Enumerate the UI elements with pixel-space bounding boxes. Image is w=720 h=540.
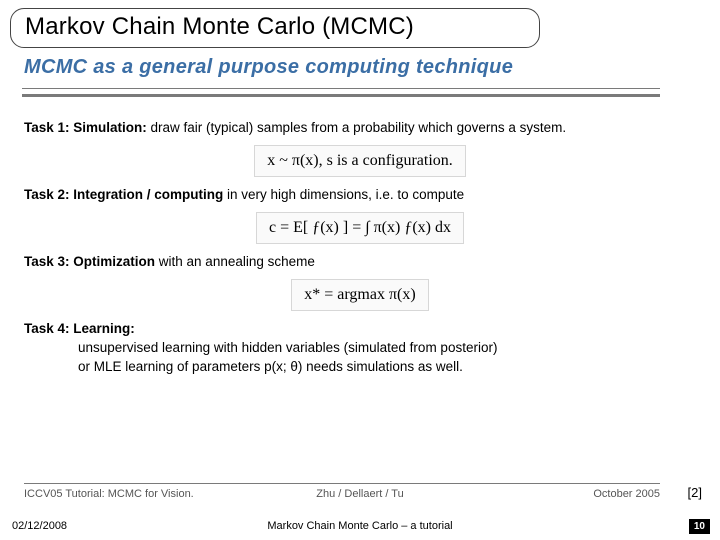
task3-label: Task 3: Optimization <box>24 254 155 269</box>
footer-page: 10 <box>689 519 710 534</box>
slide-title: Markov Chain Monte Carlo (MCMC) <box>25 13 525 41</box>
citation-mid: Zhu / Dellaert / Tu <box>316 488 403 500</box>
task4-label: Task 4: Learning: <box>24 321 135 336</box>
divider-thin <box>22 88 660 89</box>
subtitle: MCMC as a general purpose computing tech… <box>24 56 696 79</box>
formula3-wrap: x* = argmax π(x) <box>24 279 696 311</box>
formula2-wrap: c = E[ ƒ(x) ] = ∫ π(x) ƒ(x) dx <box>24 212 696 244</box>
task2-desc: in very high dimensions, i.e. to compute <box>223 187 464 202</box>
formula3: x* = argmax π(x) <box>291 279 428 311</box>
task3: Task 3: Optimization with an annealing s… <box>24 254 696 269</box>
task1-label: Task 1: Simulation: <box>24 120 147 135</box>
citation-left: ICCV05 Tutorial: MCMC for Vision. <box>24 488 194 500</box>
subtitle-wrap: MCMC as a general purpose computing tech… <box>24 56 696 79</box>
citation-right: October 2005 <box>593 488 660 500</box>
footer-date: 02/12/2008 <box>12 520 67 532</box>
divider-thick <box>22 94 660 97</box>
task4: Task 4: Learning: <box>24 321 696 336</box>
task2: Task 2: Integration / computing in very … <box>24 187 696 202</box>
title-frame: Markov Chain Monte Carlo (MCMC) <box>10 8 540 48</box>
slide: Markov Chain Monte Carlo (MCMC) MCMC as … <box>0 0 720 540</box>
learning-line2: or MLE learning of parameters p(x; θ) ne… <box>78 359 696 374</box>
task2-label: Task 2: Integration / computing <box>24 187 223 202</box>
formula1: x ~ π(x), s is a configuration. <box>254 145 466 177</box>
reference-2: [2] <box>688 485 702 500</box>
title-wrap: Markov Chain Monte Carlo (MCMC) <box>10 8 570 48</box>
footer-title: Markov Chain Monte Carlo – a tutorial <box>267 520 452 532</box>
citation-divider <box>24 483 660 484</box>
formula2: c = E[ ƒ(x) ] = ∫ π(x) ƒ(x) dx <box>256 212 464 244</box>
learning-line1: unsupervised learning with hidden variab… <box>78 340 696 355</box>
task3-desc: with an annealing scheme <box>155 254 315 269</box>
task1-desc: draw fair (typical) samples from a proba… <box>147 120 566 135</box>
formula1-wrap: x ~ π(x), s is a configuration. <box>24 145 696 177</box>
task1: Task 1: Simulation: draw fair (typical) … <box>24 120 696 135</box>
body: Task 1: Simulation: draw fair (typical) … <box>24 110 696 374</box>
